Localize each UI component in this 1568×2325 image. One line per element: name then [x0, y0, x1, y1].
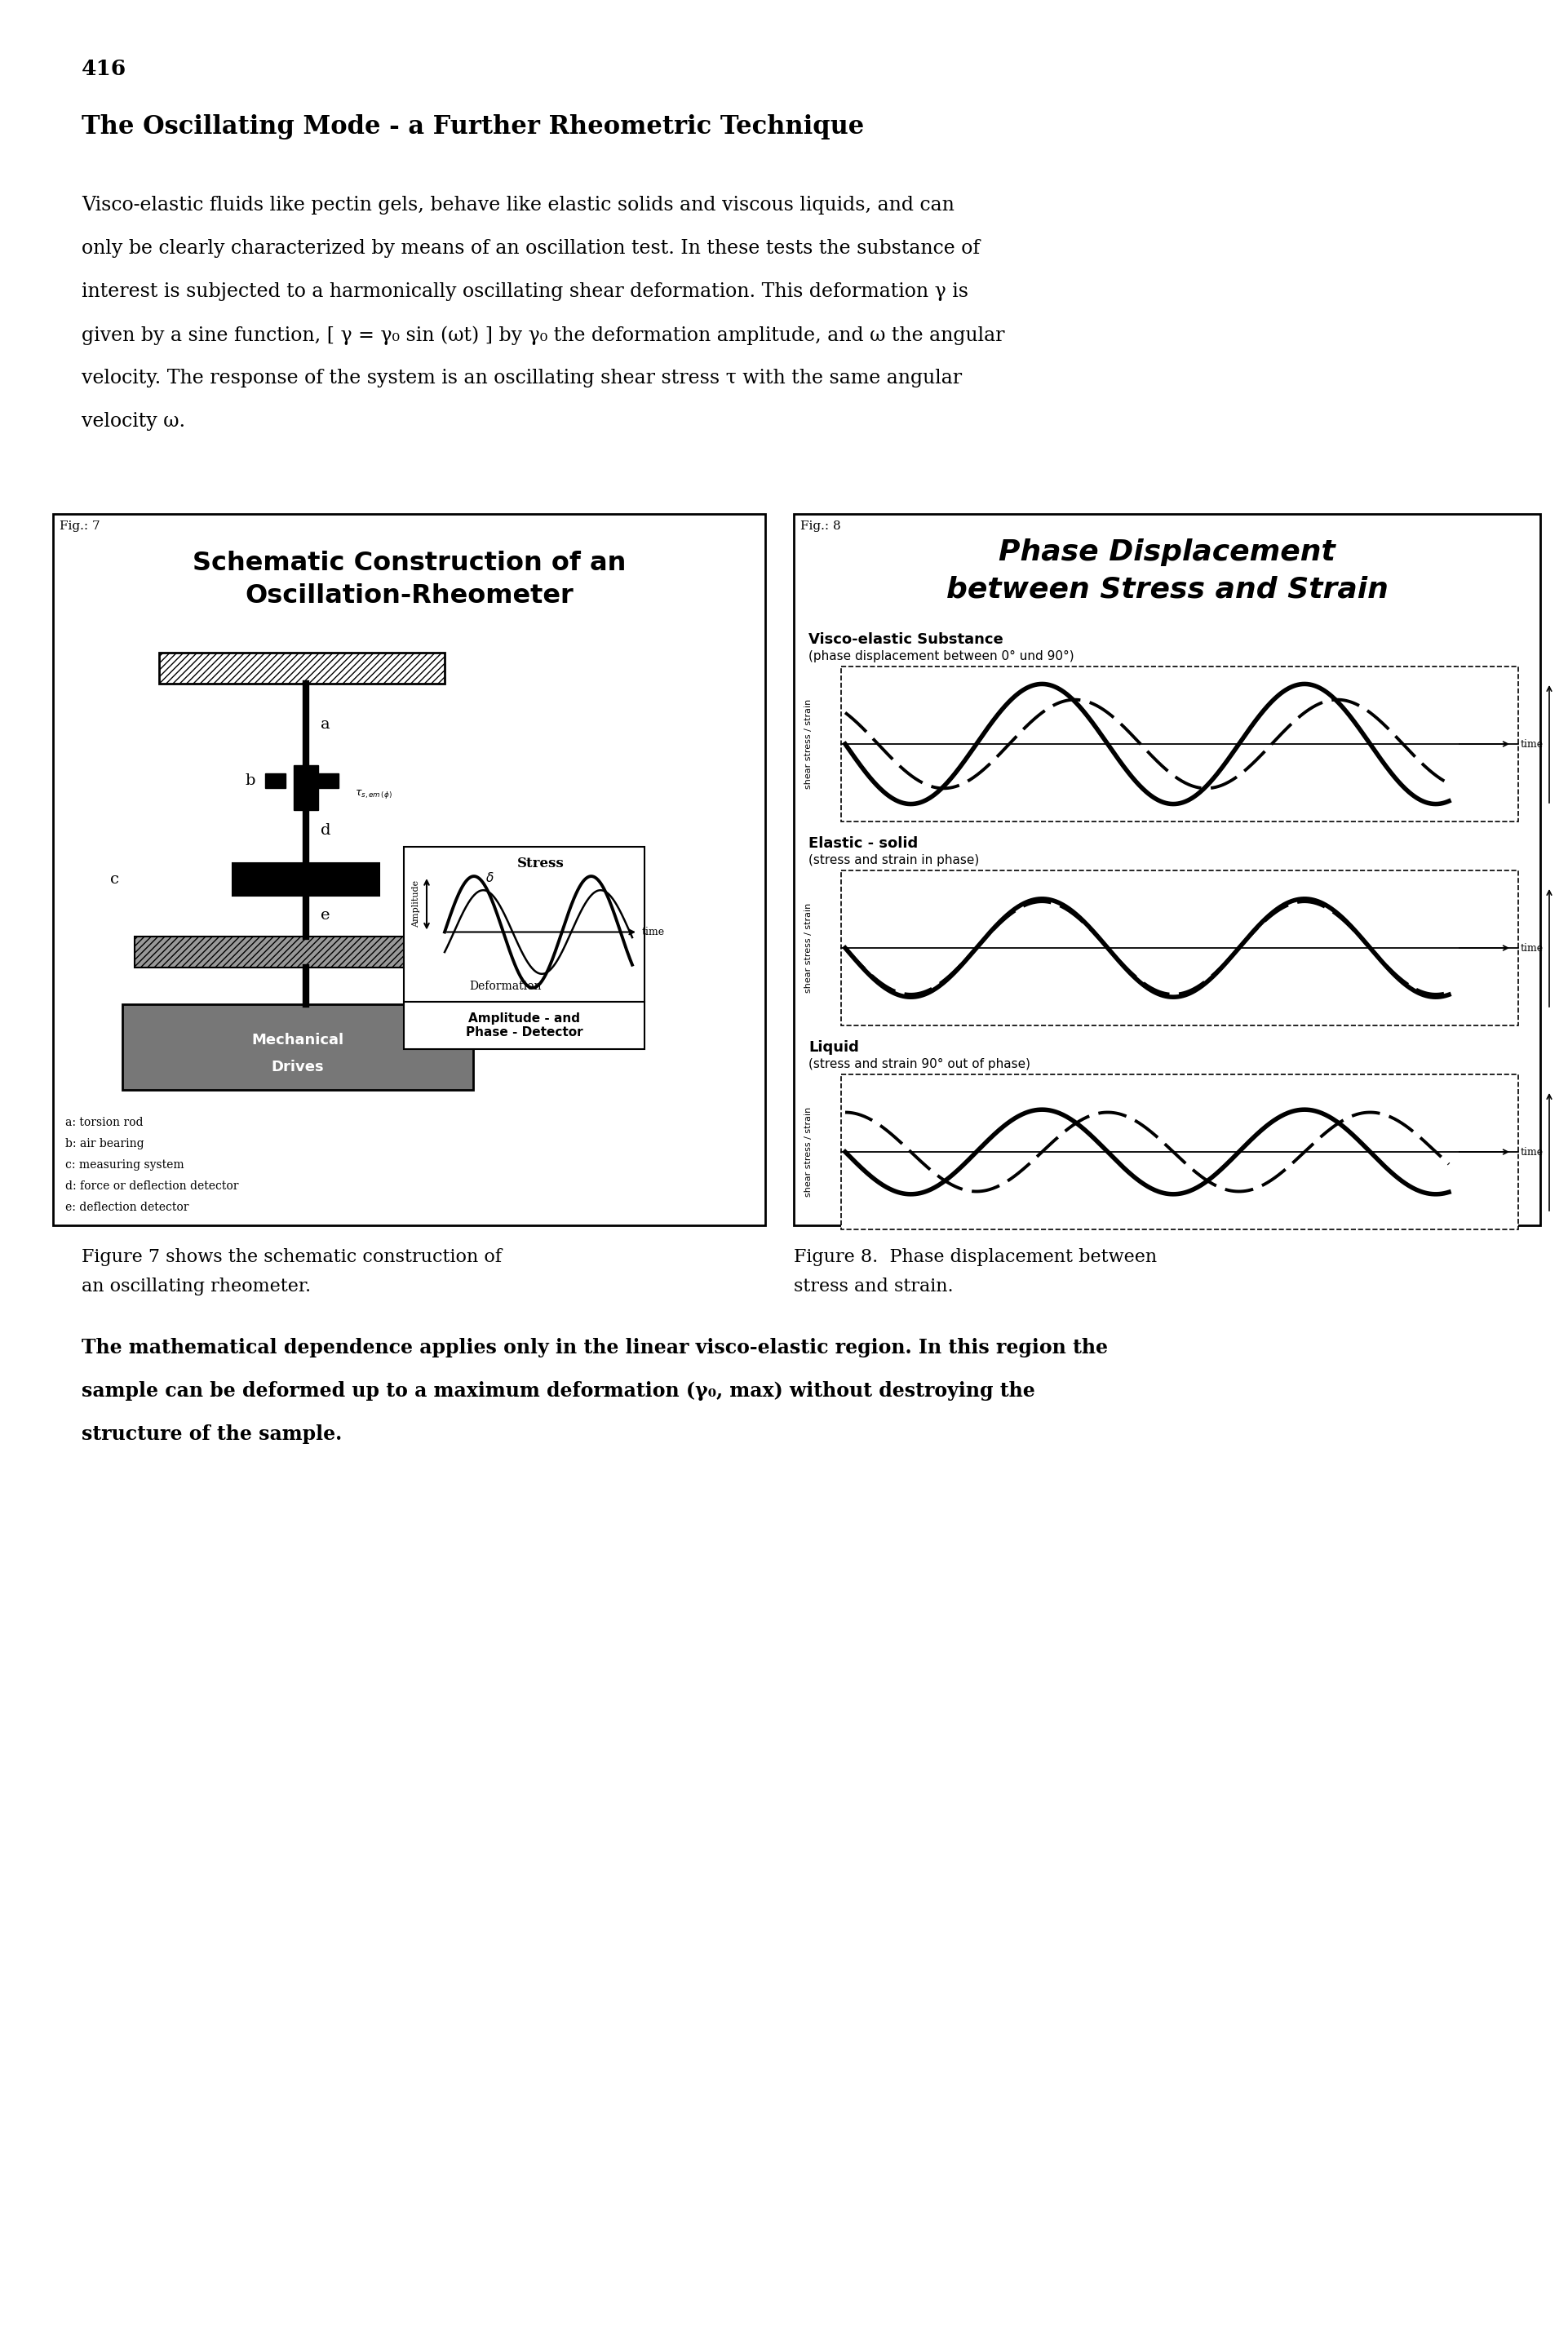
Text: between Stress and Strain: between Stress and Strain	[946, 574, 1388, 602]
Text: $\tau_{s,em\,(\phi)}$: $\tau_{s,em\,(\phi)}$	[354, 788, 392, 800]
Bar	[135, 937, 445, 967]
Text: 416: 416	[82, 58, 127, 79]
Text: (stress and strain 90° out of phase): (stress and strain 90° out of phase)	[809, 1058, 1030, 1070]
Bar	[232, 863, 379, 895]
Text: $\delta$: $\delta$	[486, 872, 494, 884]
Bar	[840, 1074, 1518, 1230]
Text: The mathematical dependence applies only in the linear visco-elastic region. In : The mathematical dependence applies only…	[82, 1337, 1109, 1358]
Text: sample can be deformed up to a maximum deformation (γ₀, max) without destroying : sample can be deformed up to a maximum d…	[82, 1381, 1035, 1400]
Text: interest is subjected to a harmonically oscillating shear deformation. This defo: interest is subjected to a harmonically …	[82, 281, 969, 300]
Text: time: time	[641, 928, 665, 937]
Text: Deformation: Deformation	[469, 981, 541, 993]
Text: shear stress / strain: shear stress / strain	[804, 700, 812, 788]
Text: Schematic Construction of an: Schematic Construction of an	[193, 551, 626, 577]
Bar	[405, 1002, 644, 1049]
Text: The Oscillating Mode - a Further Rheometric Technique: The Oscillating Mode - a Further Rheomet…	[82, 114, 864, 140]
Text: Figure 7 shows the schematic construction of: Figure 7 shows the schematic constructio…	[82, 1249, 502, 1267]
Text: a: a	[320, 716, 331, 732]
Bar	[122, 1004, 474, 1090]
Text: shear stress / strain: shear stress / strain	[804, 1107, 812, 1197]
Text: an oscillating rheometer.: an oscillating rheometer.	[82, 1276, 310, 1295]
Text: Visco-elastic Substance: Visco-elastic Substance	[809, 632, 1004, 646]
Text: Fig.: 8: Fig.: 8	[800, 521, 840, 532]
Text: c: c	[110, 872, 119, 886]
Text: velocity. The response of the system is an oscillating shear stress τ with the s: velocity. The response of the system is …	[82, 370, 961, 388]
Text: d: d	[320, 823, 331, 837]
Text: time: time	[1521, 739, 1543, 749]
Text: Mechanical: Mechanical	[251, 1032, 343, 1049]
Bar	[840, 667, 1518, 821]
Bar	[265, 774, 285, 788]
Bar	[158, 653, 445, 684]
Bar	[293, 765, 318, 809]
Text: e: deflection detector: e: deflection detector	[66, 1202, 188, 1214]
Text: time: time	[1521, 942, 1543, 953]
Text: Amplitude - and
Phase - Detector: Amplitude - and Phase - Detector	[466, 1011, 583, 1039]
Text: only be clearly characterized by means of an oscillation test. In these tests th: only be clearly characterized by means o…	[82, 239, 980, 258]
Text: time: time	[1521, 1146, 1543, 1158]
Text: Oscillation-Rheometer: Oscillation-Rheometer	[245, 584, 574, 609]
Text: Liquid: Liquid	[809, 1039, 859, 1056]
Text: Fig.: 7: Fig.: 7	[60, 521, 100, 532]
Bar	[840, 870, 1518, 1025]
Text: a: torsion rod: a: torsion rod	[66, 1116, 143, 1128]
Text: Amplitude: Amplitude	[412, 881, 420, 928]
Text: Phase Displacement: Phase Displacement	[999, 539, 1336, 567]
Text: Figure 8.  Phase displacement between: Figure 8. Phase displacement between	[793, 1249, 1157, 1267]
Text: Drives: Drives	[271, 1060, 325, 1074]
Text: b: air bearing: b: air bearing	[66, 1137, 144, 1149]
Text: structure of the sample.: structure of the sample.	[82, 1425, 342, 1444]
Text: b: b	[245, 774, 256, 788]
Text: Elastic - solid: Elastic - solid	[809, 837, 917, 851]
Text: shear stress / strain: shear stress / strain	[804, 902, 812, 993]
Bar	[405, 846, 644, 1002]
Text: stress and strain.: stress and strain.	[793, 1276, 953, 1295]
Bar	[53, 514, 765, 1225]
Text: (stress and strain in phase): (stress and strain in phase)	[809, 853, 978, 867]
Text: d: force or deflection detector: d: force or deflection detector	[66, 1181, 238, 1193]
Bar	[318, 774, 339, 788]
Text: Visco-elastic fluids like pectin gels, behave like elastic solids and viscous li: Visco-elastic fluids like pectin gels, b…	[82, 195, 955, 214]
Text: e: e	[320, 909, 329, 923]
Text: given by a sine function, [ γ = γ₀ sin (ωt) ] by γ₀ the deformation amplitude, a: given by a sine function, [ γ = γ₀ sin (…	[82, 326, 1005, 344]
Text: (phase displacement between 0° und 90°): (phase displacement between 0° und 90°)	[809, 651, 1074, 663]
Text: c: measuring system: c: measuring system	[66, 1160, 183, 1172]
Text: velocity ω.: velocity ω.	[82, 412, 185, 430]
Text: Stress: Stress	[517, 856, 564, 870]
Bar	[793, 514, 1540, 1225]
